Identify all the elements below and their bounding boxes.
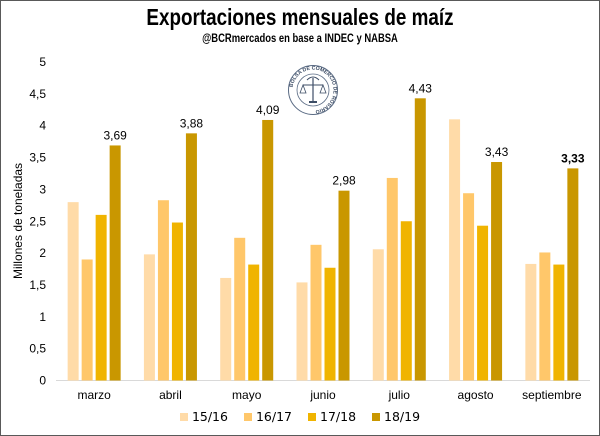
y-tick-label: 2,5	[29, 214, 46, 228]
bar-18-19-marzo	[109, 145, 121, 381]
x-tick-label: junio	[309, 388, 336, 402]
bar-15-16-septiembre	[525, 263, 537, 381]
x-tick-label: mayo	[232, 388, 262, 402]
legend-item: 17/18	[308, 409, 356, 424]
bar-15-16-junio	[296, 282, 308, 381]
y-tick-label: 3	[39, 182, 46, 196]
y-tick-label: 1	[39, 310, 46, 324]
bar-15-16-mayo	[220, 277, 232, 381]
bar-16-17-julio	[386, 177, 398, 381]
data-label: 3,69	[103, 128, 127, 142]
bar-15-16-agosto	[449, 119, 461, 381]
bar-16-17-marzo	[81, 259, 93, 381]
legend-item: 15/16	[179, 409, 228, 424]
legend-label: 15/16	[191, 409, 228, 424]
x-tick-label: abril	[159, 388, 182, 402]
x-tick-label: agosto	[458, 388, 494, 402]
data-label: 2,98	[332, 174, 356, 188]
y-tick-label: 0,5	[29, 342, 46, 356]
legend-swatch	[372, 412, 381, 421]
legend-item: 16/17	[243, 409, 292, 424]
bar-17-18-agosto	[477, 225, 489, 381]
bar-15-16-julio	[372, 249, 384, 381]
y-tick-label: 4,5	[29, 87, 46, 101]
chart-subtitle: @BCRmercados en base a INDEC y NABSA	[202, 33, 398, 45]
bar-18-19-septiembre	[567, 168, 579, 381]
bar-16-17-agosto	[463, 193, 475, 381]
y-axis: 0 0,5 1 1,5 2 2,5 3 3,5 4 4,5 5	[29, 55, 46, 388]
chart-title: Exportaciones mensuales de maíz	[146, 4, 454, 30]
bar-17-18-mayo	[248, 264, 260, 381]
bar-18-19-agosto	[491, 162, 503, 381]
legend-swatch	[308, 412, 316, 421]
data-label: 3,43	[485, 145, 509, 159]
bar-16-17-mayo	[234, 237, 246, 381]
bar-17-18-julio	[400, 221, 412, 381]
legend-label: 17/18	[320, 409, 357, 424]
y-tick-label: 2	[39, 246, 46, 260]
x-tick-label: julio	[388, 388, 411, 402]
bcr-seal-logo: BOLSA DE COMERCIO DE ROSARIO	[288, 65, 338, 115]
bar-17-18-septiembre	[553, 264, 565, 381]
y-axis-label: Millones de toneladas	[11, 163, 25, 279]
y-tick-label: 1,5	[29, 278, 46, 292]
chart-legend: 15/16 16/17 17/18 18/19	[0, 409, 600, 424]
y-tick-label: 3,5	[29, 151, 46, 165]
bar-17-18-marzo	[95, 214, 107, 381]
y-tick-label: 5	[39, 55, 46, 69]
x-axis: marzo abril mayo junio julio agosto septiembre	[77, 388, 581, 402]
bar-16-17-septiembre	[539, 252, 551, 381]
bar-15-16-marzo	[67, 202, 79, 381]
legend-label: 18/19	[384, 409, 421, 424]
data-label: 4,43	[409, 81, 433, 95]
legend-item: 18/19	[372, 409, 420, 424]
bar-17-18-junio	[324, 267, 336, 381]
legend-swatch	[179, 412, 188, 421]
bar-15-16-abril	[143, 254, 155, 381]
y-tick-label: 0	[39, 374, 46, 388]
bar-16-17-junio	[310, 244, 322, 381]
bar-18-19-julio	[414, 98, 426, 381]
legend-label: 16/17	[255, 409, 292, 424]
data-label: 4,09	[256, 103, 280, 117]
x-tick-label: marzo	[77, 388, 111, 402]
bar-17-18-abril	[171, 222, 183, 381]
data-label: 3,88	[180, 116, 204, 130]
data-labels: 3,69 3,88 4,09 2,98 4,43 3,43 3,33	[103, 81, 584, 187]
bar-18-19-junio	[338, 190, 350, 381]
bars	[67, 98, 579, 381]
bar-16-17-abril	[157, 200, 169, 381]
bar-18-19-abril	[185, 133, 197, 381]
x-tick-label: septiembre	[522, 388, 582, 402]
bar-18-19-mayo	[262, 119, 274, 381]
data-label: 3,33	[561, 151, 585, 165]
y-tick-label: 4	[39, 119, 46, 133]
legend-swatch	[243, 412, 252, 421]
